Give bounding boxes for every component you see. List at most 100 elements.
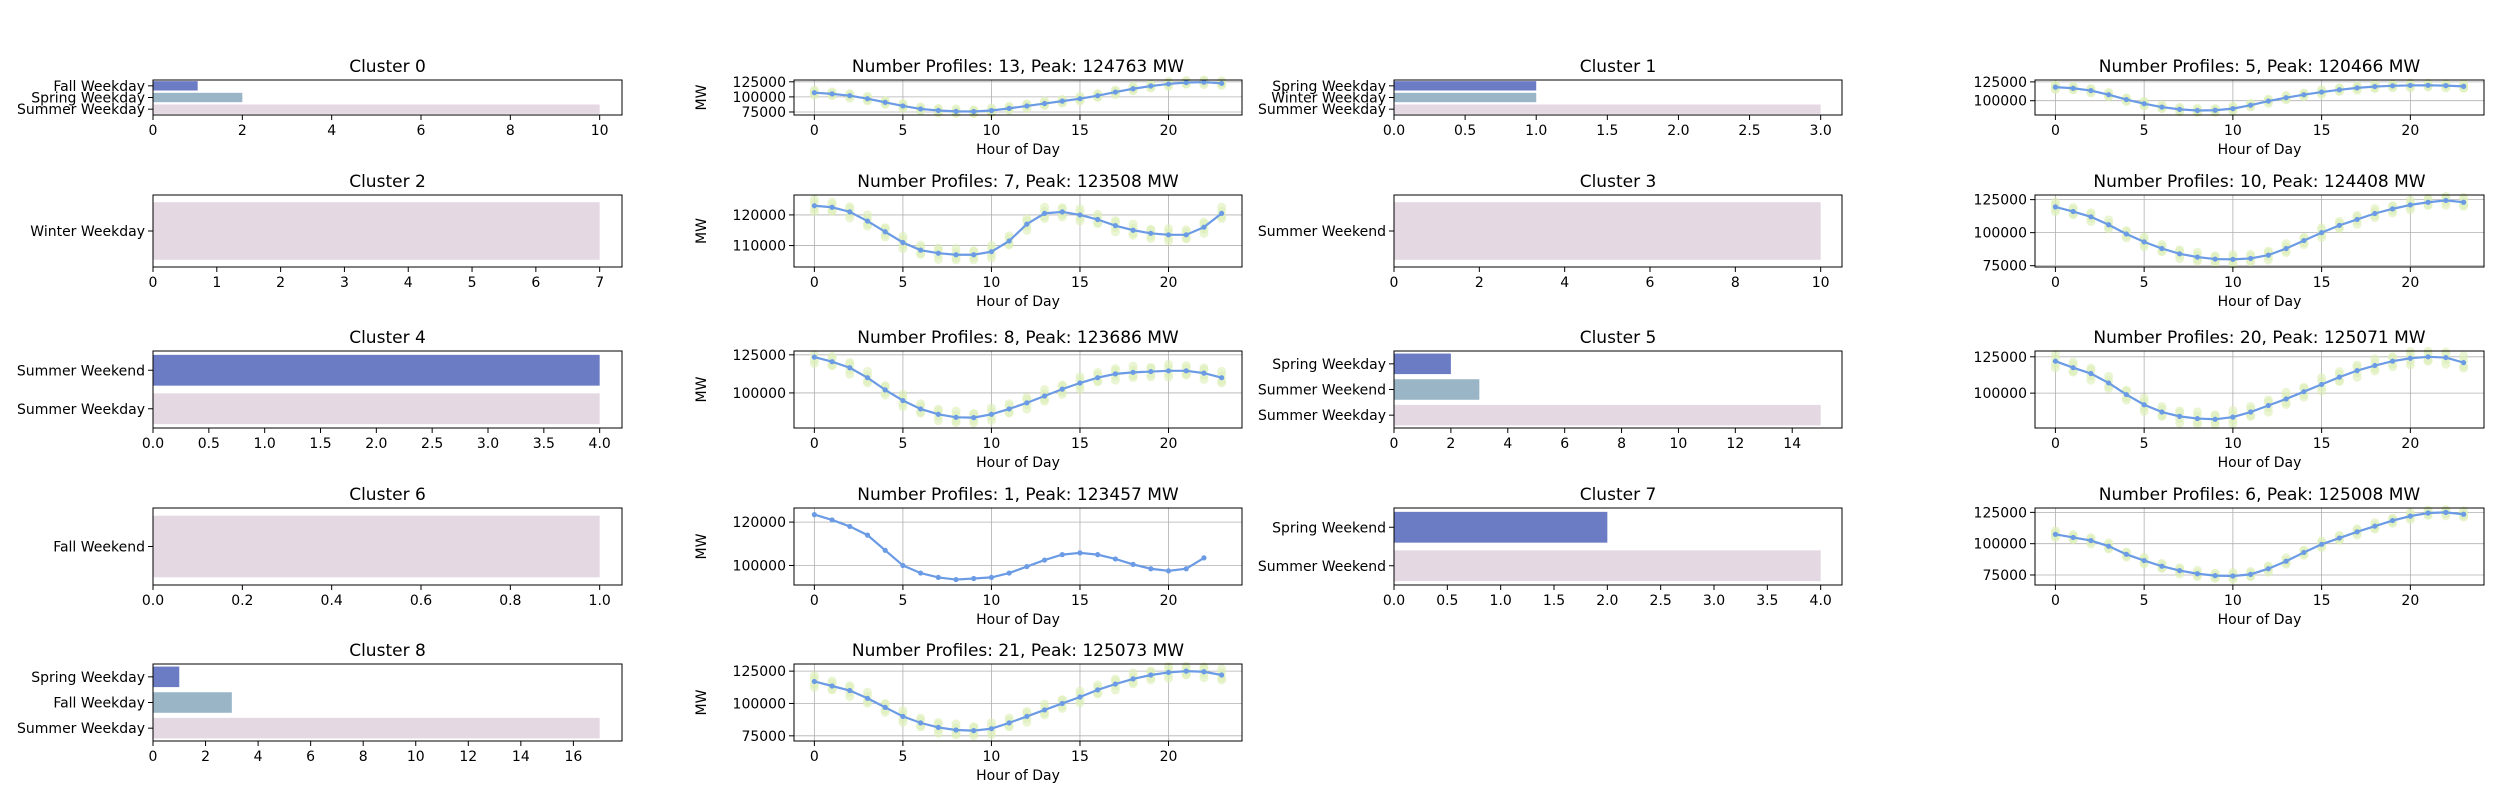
sample-point bbox=[2441, 347, 2451, 357]
xtick-label: 6 bbox=[1560, 436, 1569, 452]
mean-point bbox=[971, 728, 977, 734]
panel-title: Number Profiles: 7, Peak: 123508 MW bbox=[857, 172, 1179, 192]
category-label: Spring Weekend bbox=[1272, 520, 1386, 536]
mean-point bbox=[2283, 558, 2289, 564]
xtick-label: 0 bbox=[1390, 436, 1399, 452]
mean-point bbox=[829, 91, 835, 97]
axes-frame bbox=[793, 507, 1243, 586]
sample-point bbox=[969, 246, 979, 256]
sample-point bbox=[951, 244, 961, 254]
sample-point bbox=[1022, 393, 1032, 403]
mean-point bbox=[2301, 237, 2307, 244]
x-axis-label: Hour of Day bbox=[976, 612, 1060, 628]
mean-point bbox=[918, 106, 924, 112]
ytick-label: 125000 bbox=[733, 348, 786, 364]
mean-point bbox=[2301, 389, 2307, 395]
xtick-label: 4 bbox=[327, 123, 336, 139]
axes-frame bbox=[2034, 507, 2485, 586]
axes-frame bbox=[2034, 79, 2485, 116]
xtick-label: 0 bbox=[2051, 123, 2060, 139]
xtick-label: 5 bbox=[898, 123, 907, 139]
xtick-label: 0.4 bbox=[321, 593, 343, 609]
mean-point bbox=[2425, 199, 2431, 205]
xtick-label: 8 bbox=[359, 749, 368, 765]
mean-point bbox=[1024, 103, 1030, 109]
mean-point bbox=[2283, 245, 2289, 252]
mean-point bbox=[918, 720, 924, 726]
mean-point bbox=[2425, 82, 2431, 88]
sample-point bbox=[898, 705, 908, 715]
mean-point bbox=[2248, 571, 2254, 577]
sample-point bbox=[1022, 214, 1032, 224]
sample-point bbox=[2228, 405, 2238, 415]
mean-point bbox=[900, 562, 906, 569]
mean-point bbox=[2354, 529, 2360, 535]
mean-point bbox=[1148, 566, 1154, 572]
mean-point bbox=[847, 687, 853, 694]
mean-point bbox=[1201, 224, 1207, 230]
sample-point bbox=[2405, 347, 2415, 357]
mean-point bbox=[2212, 573, 2218, 579]
mean-point bbox=[811, 203, 817, 209]
mean-point bbox=[2336, 374, 2342, 380]
xtick-label: 14 bbox=[1783, 436, 1801, 452]
xtick-label: 0 bbox=[810, 749, 819, 765]
axes-frame bbox=[1393, 194, 1843, 268]
panel-title: Number Profiles: 6, Peak: 125008 MW bbox=[2099, 485, 2421, 505]
panel-14: Cluster 7 Spring Weekend Summer Weekend 0.0… bbox=[1258, 485, 1843, 609]
sample-point bbox=[986, 718, 996, 728]
mean-point bbox=[1006, 570, 1012, 576]
y-axis-label: MW bbox=[694, 84, 710, 110]
x-axis-label: Hour of Day bbox=[2218, 142, 2302, 158]
mean-point bbox=[2319, 230, 2325, 236]
sample-point bbox=[2192, 247, 2202, 257]
xtick-label: 3.5 bbox=[533, 436, 555, 452]
mean-point bbox=[2319, 381, 2325, 388]
panel-11: Number Profiles: 20, Peak: 125071 MW 0 5 10… bbox=[1974, 328, 2485, 471]
mean-point bbox=[971, 415, 977, 421]
mean-point bbox=[1148, 230, 1154, 236]
sample-point bbox=[845, 358, 855, 368]
xtick-label: 6 bbox=[417, 123, 426, 139]
mean-point bbox=[2390, 83, 2396, 89]
category-label: Winter Weekday bbox=[1271, 91, 1386, 107]
sample-point bbox=[809, 671, 819, 681]
sample-point bbox=[916, 240, 926, 250]
mean-point bbox=[2354, 85, 2360, 91]
mean-point bbox=[953, 576, 959, 583]
mean-point bbox=[1165, 232, 1172, 238]
sample-point bbox=[1181, 225, 1191, 235]
mean-point bbox=[1095, 375, 1101, 381]
mean-point bbox=[2319, 89, 2325, 95]
mean-point bbox=[2230, 106, 2236, 112]
mean-point bbox=[2212, 107, 2218, 113]
mean-point bbox=[2212, 416, 2218, 422]
sample-point bbox=[2405, 195, 2415, 205]
sample-point bbox=[845, 202, 855, 212]
xtick-label: 2 bbox=[201, 749, 210, 765]
xtick-label: 8 bbox=[1731, 275, 1740, 291]
mean-point bbox=[829, 359, 835, 365]
mean-point bbox=[953, 727, 959, 733]
mean-point bbox=[1112, 681, 1118, 687]
mean-point bbox=[935, 724, 941, 731]
x-axis-label: Hour of Day bbox=[2218, 294, 2302, 310]
bar bbox=[1394, 353, 1451, 375]
xtick-label: 4.0 bbox=[1810, 593, 1832, 609]
sample-point bbox=[916, 713, 926, 723]
sample-point bbox=[2192, 407, 2202, 417]
mean-point bbox=[2390, 206, 2396, 212]
xtick-label: 15 bbox=[2313, 436, 2331, 452]
mean-point bbox=[2390, 358, 2396, 364]
sample-point bbox=[827, 351, 837, 361]
panel-10: Cluster 5 Spring Weekday Summer Weekend Sum… bbox=[1258, 328, 1843, 452]
mean-point bbox=[1112, 89, 1118, 95]
mean-point bbox=[882, 99, 888, 105]
bar bbox=[153, 92, 243, 103]
mean-point bbox=[900, 713, 906, 720]
axes-frame bbox=[152, 350, 623, 429]
mean-point bbox=[2265, 98, 2271, 104]
xtick-label: 10 bbox=[407, 749, 425, 765]
xtick-label: 3.0 bbox=[1810, 123, 1832, 139]
mean-point bbox=[1165, 669, 1172, 676]
